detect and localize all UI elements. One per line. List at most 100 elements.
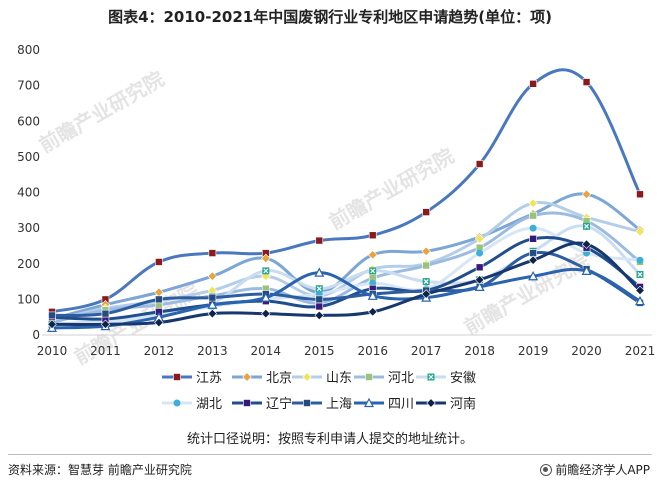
data-point-3-2019 — [528, 198, 538, 208]
brand-text: 前瞻经济学人APP — [555, 463, 650, 477]
data-point-10-2011 — [100, 319, 111, 330]
data-point-1-2015 — [315, 236, 324, 245]
y-tick-label-600: 600 — [17, 114, 40, 128]
data-point-5-2017-cross — [423, 279, 429, 284]
legend-item-9: 四川 — [354, 397, 414, 412]
watermark-text-1: 前瞻产业研究院 — [35, 67, 168, 158]
y-tick-label-300: 300 — [17, 221, 40, 235]
legend-marker-4 — [365, 373, 373, 381]
legend-marker-5-cross — [428, 374, 434, 380]
data-point-2-2014 — [261, 253, 271, 264]
data-point-10-2013 — [207, 308, 218, 319]
x-tick-label-2019: 2019 — [518, 344, 549, 358]
data-point-8-2011 — [101, 309, 110, 318]
data-point-1-2012 — [155, 258, 163, 266]
legend-item-2: 北京 — [232, 371, 292, 386]
data-point-5-2015 — [315, 285, 323, 293]
data-point-10-2017 — [421, 289, 431, 299]
x-tick-label-2017: 2017 — [411, 344, 442, 358]
legend-marker-5 — [427, 373, 435, 381]
data-point-9-2016 — [367, 290, 378, 300]
series-10 — [47, 239, 645, 330]
statistics-note: 统计口径说明：按照专利申请人提交的地址统计。 — [186, 432, 473, 447]
data-point-9-2018 — [474, 281, 485, 292]
legend-label-2: 北京 — [266, 371, 292, 386]
data-point-5-2016 — [369, 267, 377, 275]
x-tick-label-2011: 2011 — [90, 344, 121, 358]
legend-item-8: 上海 — [292, 397, 352, 412]
x-tick-label-2021: 2021 — [625, 344, 656, 358]
data-point-10-2012 — [154, 317, 164, 328]
data-point-6-2019 — [529, 224, 537, 232]
legend-label-3: 山东 — [326, 371, 352, 386]
data-point-2-2020 — [581, 189, 592, 200]
legend-label-5: 安徽 — [450, 371, 476, 386]
data-point-8-2012 — [155, 295, 163, 304]
watermark-text-2: 前瞻产业研究院 — [325, 144, 458, 235]
data-point-10-2015 — [314, 310, 324, 321]
data-point-7-2015 — [315, 302, 324, 311]
data-point-5-2014-cross — [263, 268, 269, 274]
brand-label: 前瞻经济学人APP — [540, 461, 650, 478]
y-tick-label-100: 100 — [17, 292, 40, 306]
x-tick-label-2016: 2016 — [357, 344, 388, 358]
data-point-8-2015 — [315, 295, 324, 304]
data-point-1-2021 — [636, 190, 644, 199]
legend-label-7: 辽宁 — [266, 396, 292, 412]
legend-marker-1 — [173, 373, 181, 381]
data-point-10-2010 — [47, 319, 57, 330]
data-point-1-2013 — [208, 249, 217, 257]
data-point-1-2019 — [529, 80, 537, 88]
legend-item-3: 山东 — [292, 371, 352, 386]
y-tick-label-200: 200 — [17, 257, 40, 271]
legend-marker-8 — [303, 399, 311, 407]
data-point-1-2020 — [582, 78, 591, 86]
data-point-4-2017 — [422, 261, 430, 270]
legend-marker-3 — [302, 372, 312, 382]
data-point-3-2021 — [635, 226, 645, 237]
data-point-4-2019 — [529, 211, 537, 220]
legend-item-1: 江苏 — [162, 370, 222, 386]
data-point-7-2019 — [529, 235, 537, 243]
x-tick-label-2018: 2018 — [464, 344, 495, 358]
source-text: 资料来源：智慧芽 前瞻产业研究院 — [8, 463, 192, 477]
data-point-6-2021 — [636, 256, 644, 264]
data-point-5-2021-cross — [637, 272, 643, 277]
brand-logo-icon — [540, 463, 553, 476]
y-tick-label-800: 800 — [17, 43, 40, 57]
data-point-10-2018 — [474, 275, 485, 285]
data-point-1-2016 — [368, 231, 377, 240]
legend-label-6: 湖北 — [196, 397, 222, 412]
data-point-9-2015 — [314, 267, 325, 277]
series-9 — [47, 265, 645, 332]
data-point-1-2017 — [422, 208, 430, 216]
y-tick-label-500: 500 — [17, 150, 40, 164]
series-layer — [47, 68, 645, 332]
series-line-9 — [50, 267, 642, 330]
x-tick-label-2020: 2020 — [571, 344, 602, 358]
y-tick-label-0: 0 — [32, 328, 40, 342]
data-point-10-2021 — [635, 285, 645, 296]
data-point-2-2017 — [421, 246, 431, 257]
data-point-7-2018 — [475, 263, 484, 272]
legend-label-10: 河南 — [450, 396, 476, 412]
data-point-5-2020-cross — [584, 223, 589, 229]
data-point-10-2014 — [261, 308, 271, 319]
x-tick-label-2015: 2015 — [304, 344, 335, 358]
data-point-5-2020 — [583, 222, 591, 230]
data-point-9-2014 — [260, 292, 271, 302]
data-point-5-2014 — [262, 267, 270, 275]
series-line-6 — [50, 226, 642, 327]
legend-marker-2 — [242, 372, 252, 382]
data-point-6-2018 — [476, 249, 484, 257]
x-tick-label-2014: 2014 — [251, 344, 282, 358]
data-point-5-2017 — [422, 278, 430, 286]
x-tick-label-2013: 2013 — [197, 344, 228, 358]
data-point-8-2010 — [48, 311, 56, 320]
footer-divider — [8, 454, 652, 455]
chart-title: 图表4：2010-2021年中国废钢行业专利地区申请趋势(单位：项) — [108, 8, 552, 26]
data-point-9-2021 — [635, 295, 645, 306]
data-point-10-2020 — [581, 239, 592, 249]
legend-label-1: 江苏 — [196, 370, 222, 386]
